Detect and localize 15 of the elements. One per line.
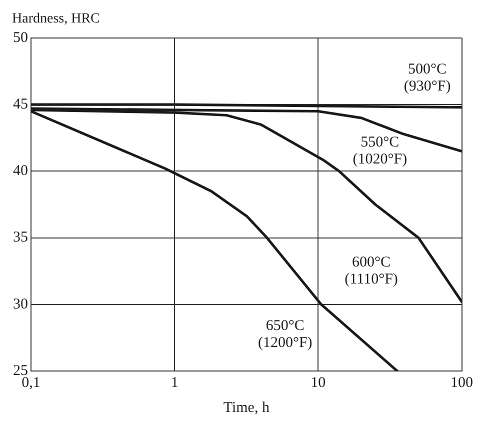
series-label: 600°C (1110°F) (344, 254, 398, 288)
y-tick-label: 30 (13, 296, 28, 312)
series-label: 650°C (1200°F) (258, 318, 312, 351)
x-axis-title: Time, h (223, 400, 270, 416)
x-tick-label: 1 (170, 374, 178, 391)
y-tick-label: 40 (13, 163, 28, 180)
x-tick-label: 10 (310, 374, 326, 391)
x-tick-label: 100 (450, 374, 473, 391)
y-tick-label: 35 (13, 230, 28, 246)
y-axis-title: Hardness, HRC (12, 12, 100, 27)
x-tick-label: 0,1 (22, 374, 40, 391)
series-label: 500°C (930°F) (404, 61, 451, 94)
series-label: 550°C (1020°F) (352, 134, 408, 168)
y-tick-label: 45 (13, 96, 28, 113)
y-tick-label: 50 (13, 30, 28, 46)
